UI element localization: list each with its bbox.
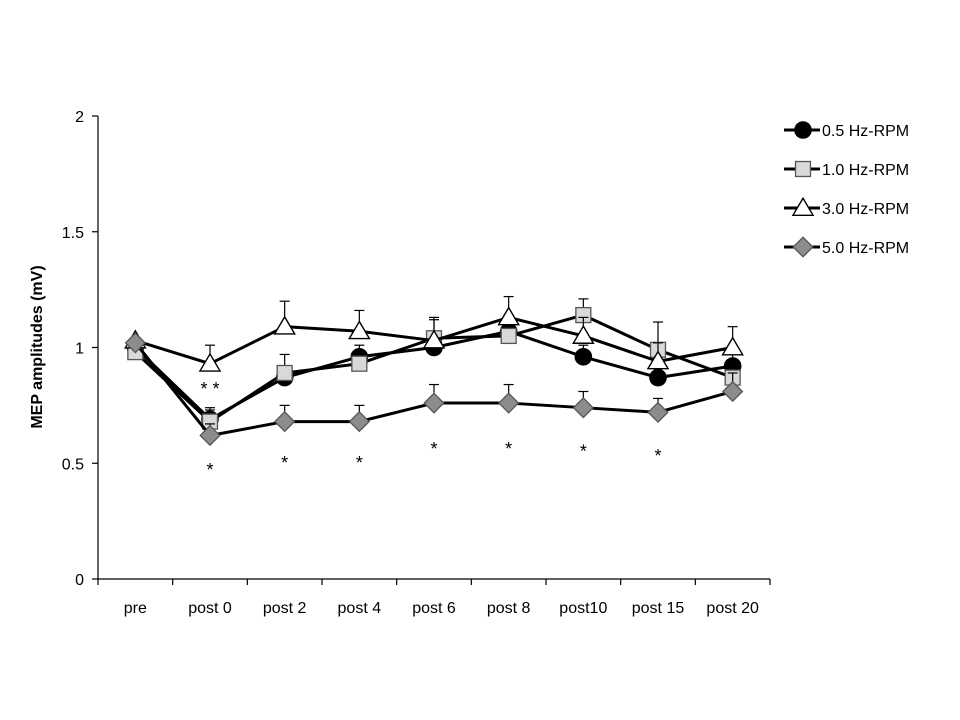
x-tick-label: post 0: [188, 600, 232, 617]
y-tick-label: 1.5: [62, 225, 84, 242]
data-point: [198, 352, 222, 372]
legend-item: 3.0 Hz-RPM: [784, 196, 909, 218]
data-point: [721, 380, 744, 403]
significance-marker: *: [430, 439, 437, 459]
y-axis-title: MEP amplitudes (mV): [29, 265, 46, 428]
significance-marker: * *: [200, 379, 219, 399]
data-point: [647, 401, 669, 423]
significance-marker: *: [206, 460, 213, 480]
significance-marker: *: [580, 441, 587, 461]
legend-marker: [794, 160, 812, 178]
data-point: [423, 392, 445, 414]
significance-marker: *: [505, 439, 512, 459]
y-tick-label: 0: [75, 572, 84, 589]
y-tick-label: 2: [75, 109, 84, 126]
y-tick-label: 0.5: [62, 456, 84, 473]
series-triangle: [124, 295, 744, 372]
x-tick-label: post 15: [632, 600, 685, 617]
data-point: [574, 347, 593, 366]
legend: 0.5 Hz-RPM 1.0 Hz-RPM 3.0 Hz-RPM 5.0 Hz-RPM: [784, 121, 909, 258]
data-point: [572, 397, 595, 419]
legend-marker: [792, 236, 814, 258]
data-point: [721, 336, 744, 356]
data-point: [273, 410, 296, 433]
data-point: [497, 306, 520, 326]
x-tick-label: post10: [559, 600, 607, 617]
data-point: [199, 424, 221, 447]
series-layer: [124, 295, 744, 447]
data-point: [276, 364, 293, 382]
legend-label: 3.0 Hz-RPM: [822, 201, 909, 218]
legend-marker: [791, 196, 815, 217]
data-point: [500, 327, 517, 345]
data-point: [572, 324, 595, 344]
series-diamond: [124, 332, 744, 447]
x-tick-label: post 4: [338, 600, 382, 617]
y-tick-label: 1: [75, 341, 84, 358]
data-point: [273, 315, 296, 335]
data-point: [348, 320, 371, 340]
data-point: [124, 332, 147, 354]
legend-label: 1.0 Hz-RPM: [822, 162, 909, 179]
x-tick-label: post 20: [706, 600, 759, 617]
data-point: [649, 368, 667, 387]
legend-marker: [794, 121, 812, 139]
legend-item: 0.5 Hz-RPM: [784, 121, 909, 140]
data-point: [351, 355, 368, 372]
legend-label: 5.0 Hz-RPM: [822, 240, 909, 257]
x-axis: pre post 0 post 2 post 4 post 6 post 8 post10 p…: [97, 578, 771, 617]
x-tick-label: pre: [124, 600, 147, 617]
data-point: [422, 329, 446, 349]
legend-item: 5.0 Hz-RPM: [784, 236, 909, 258]
significance-marker: *: [654, 446, 661, 466]
x-tick-label: post 6: [412, 600, 456, 617]
legend-label: 0.5 Hz-RPM: [822, 123, 909, 140]
significance-marker: *: [356, 453, 363, 473]
data-point: [646, 350, 670, 370]
x-tick-label: post 8: [487, 600, 531, 617]
data-point: [497, 392, 520, 414]
data-point: [348, 410, 371, 433]
x-tick-label: post 2: [263, 600, 307, 617]
significance-annotations: * * * * * * * * *: [200, 379, 661, 480]
significance-marker: *: [281, 453, 288, 473]
legend-item: 1.0 Hz-RPM: [784, 160, 909, 179]
y-axis: 0 0.5 1 1.5 2: [62, 109, 99, 589]
